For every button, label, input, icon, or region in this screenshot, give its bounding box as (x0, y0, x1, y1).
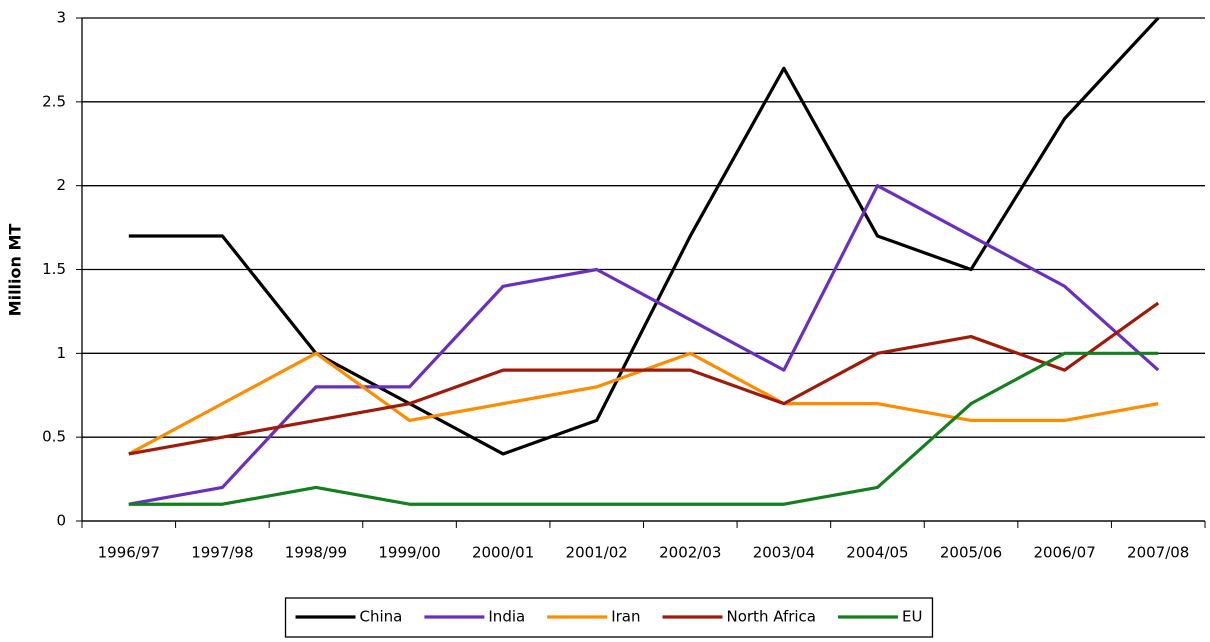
series-line (128, 351, 1159, 456)
x-tick-label: 2000/01 (472, 544, 534, 562)
y-tick-label: 1 (56, 344, 66, 362)
y-tick-label: 0 (56, 512, 66, 530)
x-tick-label: 2007/08 (1127, 544, 1189, 562)
x-tick-label: 2001/02 (566, 544, 628, 562)
x-tick-label: 2002/03 (659, 544, 721, 562)
y-tick-label: 3 (56, 9, 66, 27)
legend-label: India (488, 608, 525, 626)
x-tick-label: 2005/06 (940, 544, 1002, 562)
legend-label: Iran (611, 608, 640, 626)
y-axis-label: Million MT (6, 224, 25, 317)
y-tick-label: 2 (56, 176, 66, 194)
y-tick-label: 0.5 (42, 428, 66, 446)
legend-label: North Africa (726, 608, 816, 626)
x-tick-label: 2004/05 (846, 544, 908, 562)
legend-label: China (360, 608, 403, 626)
x-tick-label: 1998/99 (285, 544, 347, 562)
legend-box (284, 597, 934, 638)
y-tick-label: 1.5 (42, 260, 66, 278)
series-line (128, 184, 1160, 506)
series-line (128, 351, 1159, 506)
x-tick-label: 1996/97 (98, 544, 160, 562)
series-line (128, 301, 1160, 456)
x-tick-label: 2006/07 (1033, 544, 1095, 562)
legend-label: EU (902, 608, 922, 626)
legend: China India Iran North Africa EU (284, 597, 934, 638)
x-tick-label: 1999/00 (378, 544, 440, 562)
y-tick-label: 2.5 (42, 92, 66, 110)
x-tick-label: 1997/98 (191, 544, 253, 562)
series-line (128, 16, 1160, 456)
x-tick-label: 2003/04 (753, 544, 815, 562)
